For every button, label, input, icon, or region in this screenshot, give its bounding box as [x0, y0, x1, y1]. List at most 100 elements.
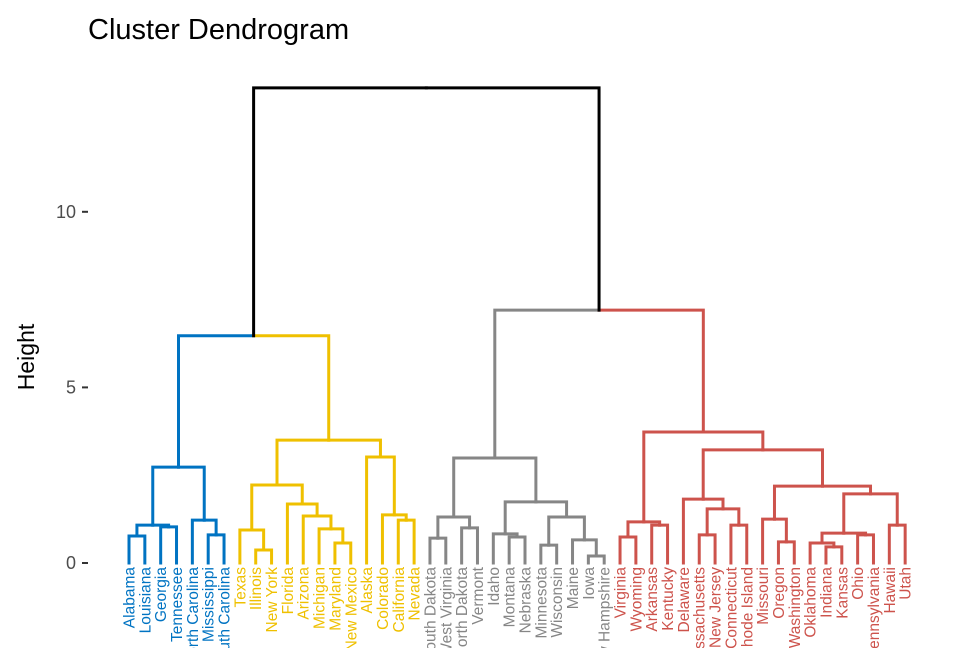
leaf-label: Tennessee [169, 567, 186, 642]
dendrogram-link [392, 513, 408, 522]
dendrogram-link [820, 531, 846, 545]
leaf-label: Colorado [375, 567, 392, 630]
dendrogram-link [705, 507, 725, 537]
dendrogram-link [582, 538, 598, 558]
dendrogram-links [127, 86, 907, 565]
leaf-label: Hawaii [882, 567, 899, 614]
dendrogram-link [460, 526, 472, 565]
dendrogram-link [301, 514, 319, 565]
dendrogram-link [493, 456, 538, 504]
leaf-label: New Hampshire [597, 567, 614, 672]
dendrogram-link [252, 86, 428, 338]
leaf-label: Indiana [818, 567, 835, 618]
y-axis: 0 5 10 [56, 202, 88, 573]
leaf-label: Utah [898, 567, 915, 600]
dendrogram-link [452, 456, 497, 519]
dendrogram-link [586, 554, 598, 565]
leaf-label: New Mexico [343, 567, 360, 651]
dendrogram-link [159, 525, 171, 565]
leaf-label: Florida [280, 567, 297, 615]
dendrogram-link [856, 533, 868, 565]
leaf-label: Alaska [359, 567, 376, 614]
leaf-label: Wisconsin [549, 567, 566, 638]
leaf-label: Kentucky [660, 567, 677, 631]
leaf-label: Nevada [407, 567, 424, 621]
leaf-label: North Carolina [185, 567, 202, 667]
dendrogram-link [594, 554, 606, 565]
dendrogram-link [177, 465, 206, 522]
dendrogram-link [404, 518, 416, 565]
dendrogram-link [642, 430, 705, 524]
leaf-label: Pennsylvania [866, 567, 883, 660]
leaf-label: Virginia [613, 567, 630, 619]
dendrogram-link [202, 518, 218, 537]
y-axis-label: Height [13, 323, 39, 390]
leaf-label: Ohio [850, 567, 867, 600]
dendrogram-link [597, 308, 705, 434]
dendrogram-link [515, 535, 527, 565]
dendrogram-link [539, 543, 551, 565]
dendrogram-link [327, 438, 382, 459]
dendrogram-link [681, 497, 705, 565]
dendrogram-link [436, 515, 456, 540]
dendrogram-link [864, 533, 875, 565]
dendrogram-link [151, 523, 171, 529]
dendrogram-link [507, 535, 519, 565]
dendrogram-link [167, 525, 179, 565]
dendrogram-link [262, 548, 274, 565]
dendrogram-link [424, 86, 601, 312]
dendrogram-link [428, 536, 440, 565]
dendrogram-link [341, 541, 353, 565]
dendrogram-link [701, 497, 725, 511]
leaf-label: Illinois [248, 567, 265, 610]
dendrogram-link [250, 483, 279, 532]
dendrogram-link [887, 523, 899, 565]
dendrogram-link [503, 532, 519, 539]
dendrogram-link [832, 545, 844, 565]
leaf-label: Maryland [327, 567, 344, 631]
leaf-label: Missouri [755, 567, 772, 625]
dendrogram-link [252, 334, 331, 442]
leaf-label: Washington [787, 567, 804, 648]
dendrogram-link [329, 527, 345, 545]
dendrogram-link [820, 484, 873, 496]
dendrogram-link [808, 541, 824, 565]
dendrogram-link [701, 430, 765, 452]
leaf-label: Maine [565, 567, 582, 609]
y-tick-label: 0 [66, 553, 76, 573]
dendrogram-link [626, 535, 638, 565]
dendrogram-link [761, 517, 776, 565]
dendrogram-link [697, 533, 709, 565]
dendrogram-link [135, 523, 155, 538]
dendrogram-link [177, 334, 256, 469]
dendrogram-link [784, 540, 796, 565]
leaf-label: Vermont [470, 566, 487, 624]
dendrogram-link [737, 523, 749, 565]
dendrogram-link [650, 523, 662, 565]
leaf-label: California [391, 567, 408, 633]
dendrogram-link [436, 536, 448, 565]
leaf-label: New York [264, 567, 281, 633]
dendrogram-link [705, 533, 717, 565]
leaf-label: Arizona [296, 567, 313, 620]
leaf-label: New Jersey [708, 567, 725, 648]
leaf-label: Minnesota [533, 567, 550, 639]
dendrogram-link [721, 507, 741, 527]
leaf-label: Michigan [312, 567, 329, 629]
dendrogram-link [396, 518, 408, 565]
dendrogram-link [658, 523, 670, 565]
dendrogram-link [842, 492, 873, 535]
leaf-label: Texas [232, 567, 249, 608]
leaf-label: Connecticut [723, 566, 740, 649]
dendrogram-link [238, 528, 254, 565]
dendrogram-link [729, 523, 741, 565]
dendrogram-link [127, 534, 139, 565]
dendrogram-link [895, 523, 907, 565]
dendrogram-link [206, 533, 218, 565]
dendrogram-link [151, 465, 180, 527]
dendrogram-link [452, 515, 472, 530]
dendrogram-link [565, 515, 586, 542]
dendrogram-link [380, 513, 396, 565]
dendrogram-link [503, 500, 538, 536]
